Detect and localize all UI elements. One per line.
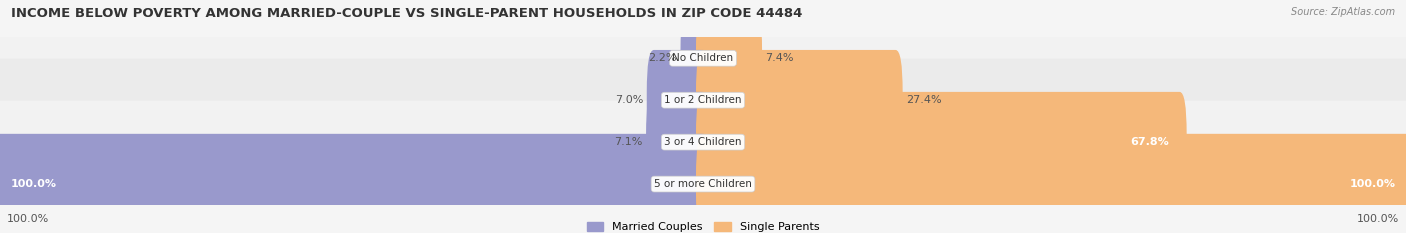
FancyBboxPatch shape: [0, 59, 1406, 142]
FancyBboxPatch shape: [0, 101, 1406, 184]
FancyBboxPatch shape: [681, 8, 710, 109]
Text: 100.0%: 100.0%: [10, 179, 56, 189]
Text: 1 or 2 Children: 1 or 2 Children: [664, 95, 742, 105]
Text: 67.8%: 67.8%: [1130, 137, 1170, 147]
Text: 5 or more Children: 5 or more Children: [654, 179, 752, 189]
Legend: Married Couples, Single Parents: Married Couples, Single Parents: [582, 217, 824, 233]
FancyBboxPatch shape: [0, 134, 710, 233]
Text: 100.0%: 100.0%: [1350, 179, 1395, 189]
Text: 7.1%: 7.1%: [614, 137, 643, 147]
FancyBboxPatch shape: [696, 50, 903, 151]
FancyBboxPatch shape: [0, 143, 1406, 226]
Text: 3 or 4 Children: 3 or 4 Children: [664, 137, 742, 147]
FancyBboxPatch shape: [647, 50, 710, 151]
Text: 7.4%: 7.4%: [765, 53, 794, 63]
Text: 100.0%: 100.0%: [7, 214, 49, 224]
FancyBboxPatch shape: [647, 92, 710, 192]
FancyBboxPatch shape: [696, 134, 1406, 233]
Text: Source: ZipAtlas.com: Source: ZipAtlas.com: [1291, 7, 1395, 17]
Text: 2.2%: 2.2%: [648, 53, 678, 63]
Text: 7.0%: 7.0%: [614, 95, 644, 105]
FancyBboxPatch shape: [696, 92, 1187, 192]
FancyBboxPatch shape: [696, 8, 762, 109]
Text: 100.0%: 100.0%: [1357, 214, 1399, 224]
Text: INCOME BELOW POVERTY AMONG MARRIED-COUPLE VS SINGLE-PARENT HOUSEHOLDS IN ZIP COD: INCOME BELOW POVERTY AMONG MARRIED-COUPL…: [11, 7, 803, 20]
FancyBboxPatch shape: [0, 17, 1406, 100]
Text: 27.4%: 27.4%: [907, 95, 942, 105]
Text: No Children: No Children: [672, 53, 734, 63]
